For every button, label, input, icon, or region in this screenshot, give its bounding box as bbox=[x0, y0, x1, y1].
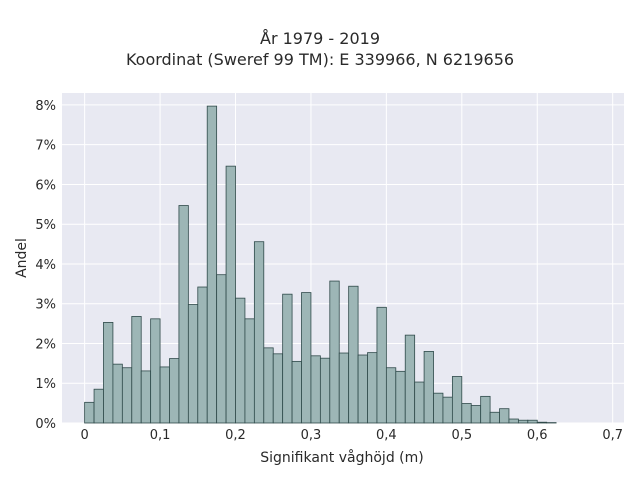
histogram-bar bbox=[480, 395, 491, 424]
histogram-bar bbox=[461, 403, 472, 424]
histogram-bar bbox=[376, 306, 387, 424]
histogram-bar bbox=[93, 388, 104, 424]
x-axis-ticks: 0 0,1 0,2 0,3 0,4 0,5 0,6 0,7 bbox=[80, 428, 623, 443]
histogram-bar bbox=[517, 419, 529, 424]
histogram-bar bbox=[301, 292, 312, 424]
y-tick-label: 7% bbox=[35, 139, 56, 154]
histogram-bar bbox=[159, 366, 170, 424]
histogram-bar bbox=[140, 370, 152, 424]
histogram-bar bbox=[112, 363, 123, 424]
histogram-bar bbox=[169, 358, 180, 424]
histogram-bar bbox=[489, 411, 500, 424]
y-tick-label: 8% bbox=[35, 99, 56, 114]
x-tick-label: 0,5 bbox=[451, 428, 472, 443]
y-axis-ticks: 0% 1% 2% 3% 4% 5% 6% 7% 8% bbox=[35, 99, 56, 432]
histogram-bar bbox=[451, 376, 463, 424]
histogram-bar bbox=[131, 316, 142, 424]
y-tick-label: 4% bbox=[35, 258, 56, 273]
histogram-bar bbox=[385, 367, 397, 424]
x-axis-label: Signifikant våghöjd (m) bbox=[260, 449, 423, 466]
histogram-bar bbox=[310, 355, 321, 424]
y-tick-label: 2% bbox=[35, 337, 56, 352]
histogram-bar bbox=[357, 354, 368, 424]
x-tick-label: 0,4 bbox=[376, 428, 397, 443]
histogram-bar bbox=[395, 370, 406, 424]
x-tick-label: 0,1 bbox=[150, 428, 171, 443]
x-tick-label: 0,3 bbox=[301, 428, 322, 443]
y-tick-label: 6% bbox=[35, 178, 56, 193]
histogram-bar bbox=[121, 367, 133, 424]
histogram-bar bbox=[197, 286, 208, 424]
chart-subtitle: Koordinat (Sweref 99 TM): E 339966, N 62… bbox=[125, 50, 515, 69]
histogram-bar bbox=[235, 297, 246, 424]
x-tick-label: 0 bbox=[80, 428, 88, 443]
histogram-bar bbox=[338, 352, 350, 424]
histogram-bar bbox=[423, 351, 434, 424]
histogram-bar bbox=[499, 408, 510, 424]
histogram-bar bbox=[253, 241, 265, 424]
x-tick-label: 0,2 bbox=[225, 428, 246, 443]
histogram-bar bbox=[348, 285, 359, 424]
histogram-bar bbox=[216, 274, 227, 424]
histogram-bar bbox=[536, 421, 548, 424]
histogram-bar bbox=[404, 334, 416, 424]
y-tick-label: 0% bbox=[35, 417, 56, 432]
histogram-bar bbox=[319, 357, 331, 424]
histogram-bar bbox=[291, 360, 302, 424]
histogram-bar bbox=[282, 293, 293, 424]
histogram-bar bbox=[433, 392, 444, 424]
histogram-bar bbox=[508, 418, 519, 424]
histogram-bars bbox=[84, 105, 557, 424]
histogram-bar bbox=[84, 401, 95, 424]
histogram-bar bbox=[414, 381, 425, 424]
histogram-bar bbox=[263, 347, 274, 424]
y-tick-label: 3% bbox=[35, 298, 56, 313]
histogram-bar bbox=[367, 352, 378, 424]
histogram-bar bbox=[206, 105, 218, 424]
y-axis-label: Andel bbox=[14, 238, 30, 278]
histogram-bar bbox=[225, 165, 236, 424]
histogram-bar bbox=[470, 405, 482, 424]
histogram-bar bbox=[103, 322, 114, 424]
chart-title: År 1979 - 2019 bbox=[260, 29, 380, 48]
histogram-bar bbox=[527, 419, 538, 424]
histogram-bar bbox=[187, 304, 199, 424]
histogram-bar bbox=[442, 396, 453, 424]
histogram-bar bbox=[178, 205, 189, 424]
histogram-bar bbox=[244, 318, 255, 424]
histogram-bar bbox=[272, 353, 284, 424]
x-tick-label: 0,6 bbox=[527, 428, 548, 443]
y-tick-label: 1% bbox=[35, 377, 56, 392]
y-tick-label: 5% bbox=[35, 218, 56, 233]
x-tick-label: 0,7 bbox=[602, 428, 623, 443]
histogram-bar bbox=[329, 280, 340, 424]
histogram-bar bbox=[150, 318, 161, 424]
